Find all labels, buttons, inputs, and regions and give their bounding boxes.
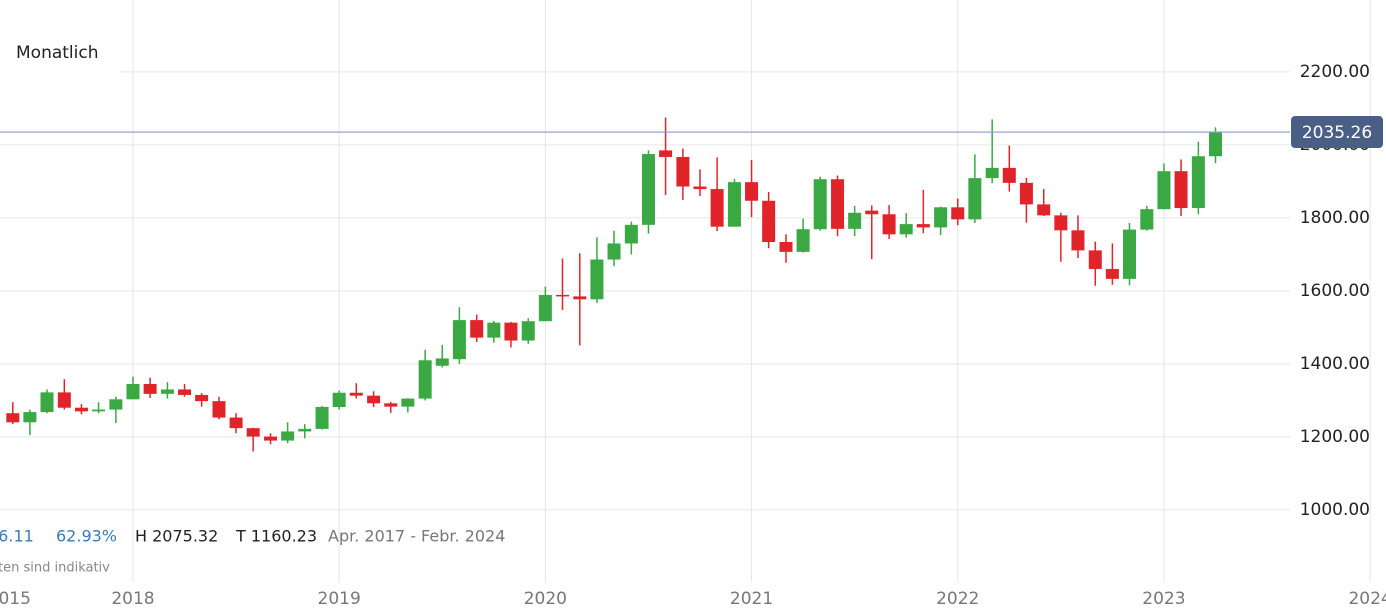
candle-body [504,322,518,341]
candle-body [1054,215,1068,231]
candle-body [212,401,226,418]
candle-body [762,200,776,243]
candle-body [1123,229,1137,279]
candle-body [865,210,879,215]
period-range: Apr. 2017 - Febr. 2024 [328,527,505,546]
candle-body [968,178,982,220]
candle-body [74,407,88,412]
candle-body [6,413,20,423]
candle-body [126,383,140,400]
candle-body [384,403,398,407]
y-tick-label: 1800.00 [1300,208,1370,228]
last-price-box [1291,116,1383,149]
period-button-box[interactable] [0,30,120,74]
x-tick-label: 2021 [730,589,773,609]
candle-body [693,186,707,190]
candle-body [573,296,587,300]
candle-body [813,179,827,230]
candle-body [659,150,673,157]
y-tick-label: 1200.00 [1300,427,1370,447]
candle-body [367,395,381,404]
candle-body [1140,209,1154,230]
change: 56.11 [0,527,34,546]
candle-body [23,412,37,423]
x-tick-label: 2022 [936,589,979,609]
candle-body [831,179,845,229]
candle-body [298,428,312,432]
candle-body [452,320,466,360]
candle-body [916,224,930,228]
candles [6,117,1222,452]
candle-body [40,392,54,413]
last-price-label: 2035.26 [1302,123,1372,143]
candle-body [246,428,260,437]
candle-body [264,436,278,441]
period-low: T 1160.23 [235,527,317,546]
candle-body [1174,171,1188,209]
x-tick-label: 2020 [524,589,567,609]
y-tick-label: 2200.00 [1300,62,1370,82]
candle-body [332,392,346,407]
candle-body [401,398,415,407]
candle-body [745,182,759,201]
candle-body [951,207,965,220]
x-tick-label: 2019 [318,589,361,609]
candle-body [435,358,449,366]
candle-body [418,360,432,399]
candle-body [281,431,295,441]
candle-body [470,320,484,338]
candle-body [899,224,913,235]
candle-body [796,229,810,252]
candle-body [727,182,741,227]
candle-body [607,243,621,260]
x-tick-label: 2015 [0,589,31,609]
candle-body [848,212,862,229]
candle-body [1002,167,1016,183]
candle-body [178,389,192,395]
change-pct: 62.93% [56,527,117,546]
period-high: H 2075.32 [135,527,218,546]
y-tick-label: 1000.00 [1300,500,1370,520]
candle-body [538,294,552,322]
x-tick-label: 2024 [1348,589,1386,609]
candle-body [710,189,724,227]
candle-body [109,399,123,410]
candle-body [487,322,501,338]
candle-body [57,392,71,408]
candle-body [882,214,896,235]
candle-body [229,417,243,429]
candle-body [590,259,604,300]
candle-body [779,242,793,252]
candle-body [934,207,948,228]
x-tick-label: 2018 [111,589,154,609]
y-tick-label: 1600.00 [1300,281,1370,301]
candle-body [985,167,999,179]
candle-body [521,321,535,341]
candle-body [1157,171,1171,210]
candle-body [1208,132,1222,157]
candle-body [195,394,209,402]
candle-body [1088,250,1102,270]
candle-body [676,156,690,187]
candle-body [143,383,157,394]
candle-body [315,406,329,429]
candle-body [92,409,106,412]
x-tick-label: 2023 [1142,589,1185,609]
candle-body [160,389,174,394]
y-tick-label: 1400.00 [1300,354,1370,374]
candle-body [1071,230,1085,251]
note: ten sind indikativ [0,561,110,576]
candle-body [1019,182,1033,205]
candle-body [555,294,569,297]
candle-body [1037,204,1051,216]
candle-body [641,154,655,225]
candle-body [624,224,638,244]
candle-body [1105,269,1119,279]
candle-body [1191,156,1205,209]
candle-body [349,392,363,396]
period-button[interactable]: Monatlich [16,43,99,63]
